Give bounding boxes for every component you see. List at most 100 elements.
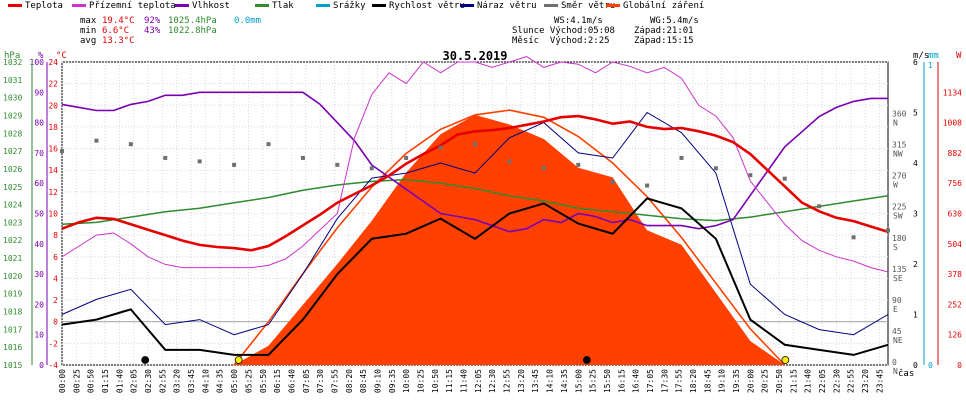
legend-swatch bbox=[606, 4, 620, 7]
tick-time: 20:00 bbox=[746, 369, 755, 393]
legend-item: Teplota bbox=[8, 1, 63, 11]
wind-dir-point bbox=[404, 155, 409, 160]
tick-time: 16:40 bbox=[632, 369, 641, 393]
tick-time: 20:25 bbox=[761, 369, 770, 393]
series-radiation-theoretical bbox=[233, 109, 786, 366]
wind-dir-point bbox=[782, 176, 787, 181]
astro-line: WS:4.1m/s WG:5.4m/s bbox=[512, 16, 699, 26]
stats-value: 43% bbox=[144, 26, 161, 36]
wind-dir-point bbox=[232, 162, 237, 167]
tick-humidity: 0 bbox=[39, 361, 44, 370]
tick-time: 09:35 bbox=[388, 369, 397, 393]
tick-time: 16:15 bbox=[617, 369, 626, 393]
astro-value: Západ:15:15 bbox=[634, 36, 694, 46]
tick-temperature: 24 bbox=[48, 58, 58, 67]
x-axis-label: čas bbox=[898, 368, 914, 379]
tick-wind-speed: 6 bbox=[913, 58, 918, 67]
tick-pressure: 1027 bbox=[3, 147, 22, 156]
tick-wind-dir-label: W bbox=[893, 181, 898, 190]
wind-dir-point bbox=[300, 155, 305, 160]
tick-wind-dir-label: E bbox=[893, 305, 898, 314]
series-ground-temperature bbox=[61, 56, 889, 273]
tick-time: 13:45 bbox=[531, 369, 540, 393]
legend-swatch bbox=[316, 4, 330, 7]
moon-marker bbox=[141, 356, 150, 364]
stats-value: 13.3°C bbox=[102, 36, 135, 46]
legend-label: Globální záření bbox=[623, 1, 705, 11]
astro-line: Měsíc Východ:2:25 Západ:15:15 bbox=[512, 36, 699, 46]
legend: Teplota Přízemní teplota Vlhkost Tlak Srážky… bbox=[0, 0, 966, 14]
tick-time: 04:10 bbox=[201, 369, 210, 393]
tick-wind-speed: 5 bbox=[913, 109, 918, 118]
tick-time: 21:40 bbox=[804, 369, 813, 393]
astro-value: WS:4.1m/s bbox=[554, 16, 603, 26]
tick-radiation: 630 bbox=[948, 210, 963, 219]
tick-wind-dir: 360 bbox=[892, 110, 907, 119]
tick-time: 10:25 bbox=[417, 369, 426, 393]
tick-wind-speed: 1 bbox=[913, 311, 918, 320]
tick-temperature: -4 bbox=[48, 361, 58, 370]
tick-wind-dir: 135 bbox=[892, 265, 907, 274]
tick-pressure: 1030 bbox=[3, 94, 22, 103]
tick-wind-speed: 2 bbox=[913, 260, 918, 269]
tick-time: 18:20 bbox=[689, 369, 698, 393]
tick-wind-speed: 3 bbox=[913, 210, 918, 219]
stats-value: 0.0mm bbox=[234, 16, 262, 26]
stats-line: avg 13.3°C bbox=[80, 36, 274, 46]
legend-swatch bbox=[372, 4, 386, 7]
tick-wind-dir: 315 bbox=[892, 141, 907, 150]
wind-dir-point bbox=[197, 159, 202, 164]
legend-item: Globální záření bbox=[606, 1, 704, 11]
wind-dir-point bbox=[335, 162, 340, 167]
legend-item: Směr větru bbox=[544, 1, 615, 11]
tick-temperature: 22 bbox=[48, 80, 58, 89]
tick-time: 19:10 bbox=[718, 369, 727, 393]
wind-dir-point bbox=[163, 155, 168, 160]
moon-marker bbox=[582, 356, 591, 364]
tick-humidity: 70 bbox=[34, 149, 44, 158]
astro-value: Západ:21:01 bbox=[634, 26, 694, 36]
tick-time: 10:00 bbox=[402, 369, 411, 393]
tick-wind-dir-label: SW bbox=[893, 212, 903, 221]
legend-label: Srážky bbox=[333, 1, 366, 11]
tick-wind-dir-label: NW bbox=[893, 150, 903, 159]
tick-time: 06:40 bbox=[287, 369, 296, 393]
tick-time: 01:40 bbox=[115, 369, 124, 393]
legend-label: Tlak bbox=[272, 1, 294, 11]
wind-dir-point bbox=[128, 142, 133, 147]
tick-humidity: 60 bbox=[34, 179, 44, 188]
astro-value: Měsíc Východ:2:25 bbox=[512, 36, 610, 46]
legend-label: Přízemní teplota bbox=[89, 1, 176, 11]
tick-pressure: 1024 bbox=[3, 201, 22, 210]
tick-time: 23:45 bbox=[875, 369, 884, 393]
axis-unit-pressure: hPa bbox=[4, 51, 20, 61]
tick-time: 02:05 bbox=[130, 369, 139, 393]
tick-pressure: 1015 bbox=[3, 361, 22, 370]
tick-time: 08:45 bbox=[359, 369, 368, 393]
wind-dir-point bbox=[851, 235, 856, 240]
tick-radiation: 1134 bbox=[943, 88, 962, 97]
tick-wind-speed: 4 bbox=[913, 159, 918, 168]
tick-humidity: 40 bbox=[34, 240, 44, 249]
tick-temperature: 14 bbox=[48, 166, 58, 175]
legend-label: Vlhkost bbox=[192, 1, 230, 11]
tick-pressure: 1031 bbox=[3, 76, 22, 85]
tick-time: 09:10 bbox=[373, 369, 382, 393]
tick-time: 17:55 bbox=[675, 369, 684, 393]
tick-wind-dir: 0 bbox=[892, 358, 897, 367]
tick-pressure: 1029 bbox=[3, 111, 22, 120]
stats-min-max: max 19.4°C 92% 1025.4hPa 0.0mm min 6.6°C 43% 102… bbox=[80, 16, 274, 46]
tick-humidity: 10 bbox=[34, 331, 44, 340]
legend-item: Náraz větru bbox=[460, 1, 537, 11]
tick-time: 07:30 bbox=[316, 369, 325, 393]
chart-title: 30.5.2019 bbox=[442, 49, 507, 63]
tick-radiation: 756 bbox=[948, 179, 963, 188]
astro-value: Slunce Východ:05:08 bbox=[512, 26, 615, 36]
tick-time: 07:55 bbox=[330, 369, 339, 393]
tick-pressure: 1032 bbox=[3, 58, 22, 67]
legend-item: Vlhkost bbox=[175, 1, 230, 11]
axis-unit-humidity: % bbox=[38, 51, 44, 61]
wind-dir-point bbox=[60, 149, 64, 154]
tick-pressure: 1019 bbox=[3, 290, 22, 299]
